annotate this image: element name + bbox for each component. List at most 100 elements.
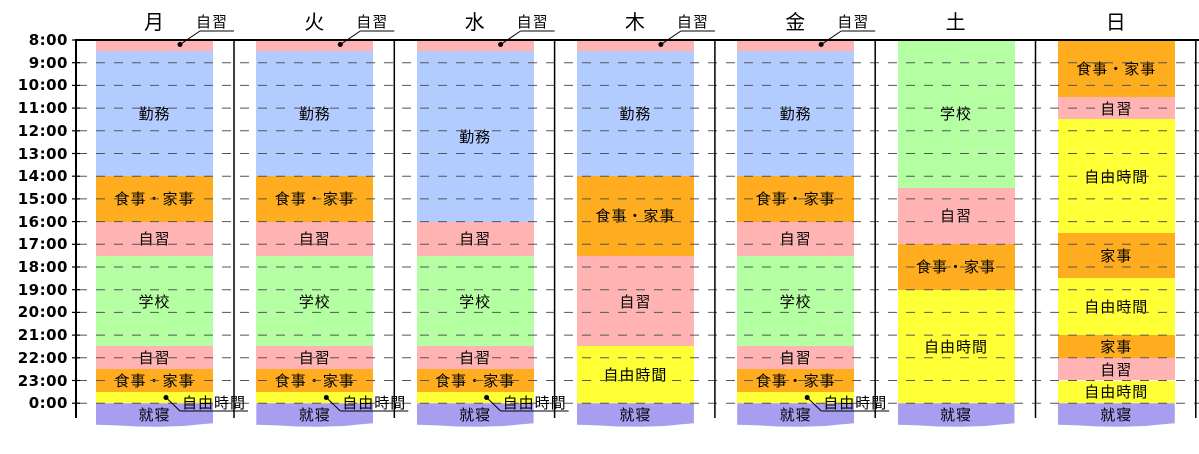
block-self-study: 自習 — [96, 346, 213, 370]
block-meal-chores: 食事・家事 — [416, 369, 534, 392]
block-label: 自習 — [779, 349, 812, 368]
block-school: 学校 — [256, 255, 374, 347]
block-free-time — [416, 391, 534, 404]
block-label: 自習 — [298, 230, 331, 249]
block-meal-chores: 食事・家事 — [256, 369, 374, 392]
time-label: 14:00 — [17, 167, 68, 186]
block-label: 自習 — [459, 230, 492, 249]
block-work: 勤務 — [256, 51, 374, 177]
block-label: 自習 — [459, 349, 492, 368]
block-self-study: 自習 — [1057, 96, 1175, 120]
block-self-study: 自習 — [416, 221, 534, 256]
block-free-time: 自由時間 — [1057, 119, 1175, 233]
time-label: 21:00 — [17, 326, 68, 345]
block-label: 食事・家事 — [274, 371, 355, 390]
block-label: 食事・家事 — [274, 190, 355, 209]
block-self-study — [576, 40, 694, 52]
block-self-study — [416, 40, 534, 52]
block-self-study — [737, 40, 855, 52]
block-self-study: 自習 — [256, 346, 374, 370]
block-meal-chores: 食事・家事 — [96, 369, 213, 392]
block-label: 食事・家事 — [755, 190, 836, 209]
block-label: 食事・家事 — [755, 371, 836, 390]
block-free-time — [256, 391, 374, 404]
block-label: 勤務 — [138, 105, 171, 124]
block-label: 就寝 — [298, 406, 331, 425]
block-self-study: 自習 — [737, 221, 855, 256]
block-sleep: 就寝 — [897, 403, 1015, 427]
block-label: 学校 — [779, 292, 812, 311]
block-label: 家事 — [1100, 337, 1133, 356]
time-label: 17:00 — [17, 235, 68, 254]
callout-self-study: 自習 — [196, 13, 229, 31]
time-label: 15:00 — [17, 189, 68, 208]
block-label: 学校 — [939, 105, 972, 124]
callout-self-study: 自習 — [356, 13, 389, 31]
callout-self-study: 自習 — [516, 13, 549, 31]
block-self-study: 自習 — [256, 221, 374, 256]
block-meal-chores: 食事・家事 — [256, 176, 374, 222]
block-label: 学校 — [138, 292, 171, 311]
block-label: 就寝 — [459, 406, 492, 425]
block-school: 学校 — [737, 255, 855, 347]
time-label: 9:00 — [28, 53, 68, 72]
block-label: 食事・家事 — [114, 371, 195, 390]
block-self-study — [256, 40, 374, 52]
callout-self-study: 自習 — [837, 13, 870, 31]
block-self-study — [96, 40, 213, 52]
block-label: 自習 — [1100, 99, 1133, 118]
block-self-study: 自習 — [1057, 357, 1175, 381]
block-sleep: 就寝 — [416, 403, 534, 427]
block-meal-chores: 食事・家事 — [737, 176, 855, 222]
block-label: 就寝 — [1100, 406, 1133, 425]
block-label: 食事・家事 — [435, 371, 516, 390]
block-meal-chores: 食事・家事 — [96, 176, 213, 222]
block-free-time: 自由時間 — [897, 289, 1015, 404]
block-label: 食事・家事 — [1076, 59, 1157, 78]
block-label: 学校 — [459, 292, 492, 311]
block-label: 勤務 — [779, 105, 812, 124]
block-label: 自習 — [298, 349, 331, 368]
time-label: 8:00 — [28, 31, 68, 49]
block-free-time: 自由時間 — [1057, 380, 1175, 404]
block-label: 自由時間 — [923, 337, 988, 356]
block-meal-chores: 食事・家事 — [1057, 40, 1175, 97]
block-meal-chores: 食事・家事 — [897, 244, 1015, 290]
block-work: 勤務 — [96, 51, 213, 177]
block-label: 自習 — [138, 349, 171, 368]
block-label: 自習 — [138, 230, 171, 249]
block-label: 勤務 — [459, 127, 492, 146]
callout-free-time: 自由時間 — [342, 394, 407, 412]
block-label: 自習 — [939, 207, 972, 226]
block-meal-chores: 食事・家事 — [576, 176, 694, 256]
day-header: 日 — [1105, 10, 1126, 34]
day-header: 月 — [144, 10, 164, 34]
block-self-study: 自習 — [897, 187, 1015, 245]
day-header: 水 — [464, 10, 485, 34]
block-label: 食事・家事 — [915, 258, 996, 277]
block-school: 学校 — [416, 255, 534, 347]
block-self-study: 自習 — [416, 346, 534, 370]
block-label: 自習 — [779, 230, 812, 249]
block-label: 自習 — [1100, 360, 1133, 379]
block-label: 就寝 — [138, 406, 171, 425]
callout-free-time: 自由時間 — [823, 394, 888, 412]
callout-free-time: 自由時間 — [502, 394, 567, 412]
day-header: 火 — [304, 10, 325, 34]
block-label: 就寝 — [939, 406, 972, 425]
block-label: 就寝 — [619, 406, 652, 425]
block-free-time: 自由時間 — [1057, 278, 1175, 336]
callout-free-time: 自由時間 — [182, 394, 247, 412]
block-label: 家事 — [1100, 247, 1133, 266]
block-work: 勤務 — [416, 51, 534, 222]
block-label: 就寝 — [779, 406, 812, 425]
time-label: 13:00 — [17, 144, 68, 163]
time-label: 23:00 — [17, 371, 68, 390]
block-sleep: 就寝 — [96, 403, 213, 427]
block-label: 自由時間 — [603, 366, 668, 385]
time-label: 22:00 — [17, 348, 68, 367]
block-self-study: 自習 — [96, 221, 213, 256]
block-work: 勤務 — [576, 51, 694, 177]
time-label: 20:00 — [17, 303, 68, 322]
